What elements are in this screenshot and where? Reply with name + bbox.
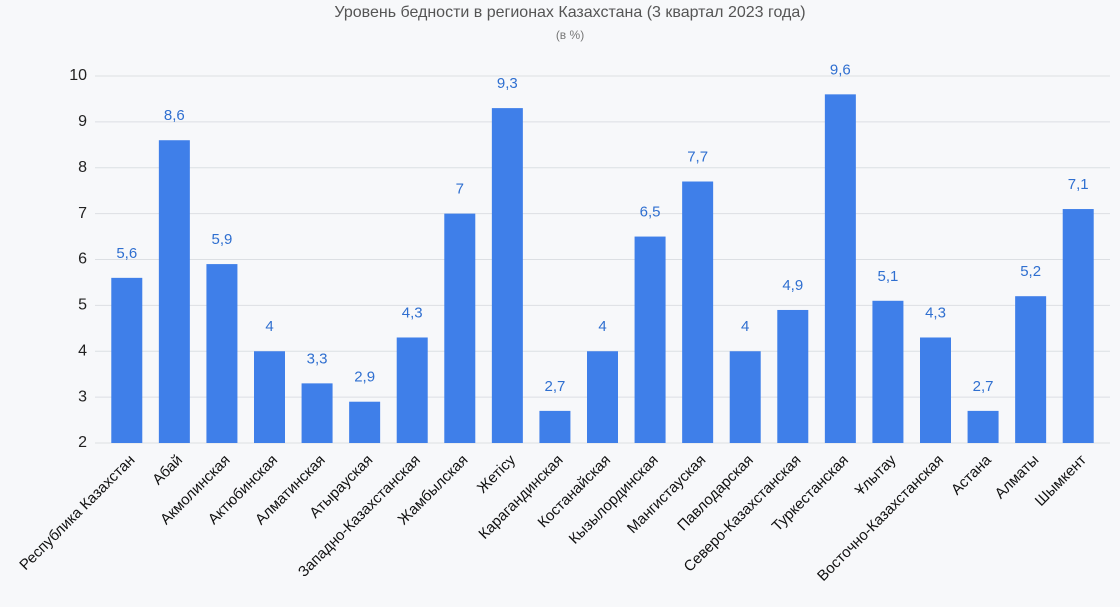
- bar: [254, 351, 285, 443]
- bar: [729, 351, 761, 443]
- bar: [301, 383, 333, 443]
- value-label: 2,7: [973, 378, 994, 395]
- bar: [634, 236, 666, 443]
- value-label: 9,3: [497, 75, 518, 92]
- bar: [824, 94, 856, 443]
- value-label: 5,1: [877, 268, 898, 285]
- value-label: 7,7: [687, 148, 708, 165]
- bar: [1062, 209, 1094, 443]
- bar: [539, 410, 571, 443]
- y-tick-label: 7: [78, 205, 87, 222]
- bar: [158, 140, 190, 443]
- value-label: 6,5: [640, 204, 661, 221]
- bar: [872, 300, 904, 443]
- value-label: 7: [456, 181, 464, 198]
- value-label: 4,3: [402, 304, 423, 321]
- bar: [920, 337, 951, 443]
- value-label: 7,1: [1068, 176, 1089, 193]
- value-label: 4: [598, 318, 606, 335]
- value-label: 8,6: [164, 107, 185, 124]
- bar: [587, 351, 618, 443]
- value-label: 5,6: [116, 245, 137, 262]
- y-tick-label: 4: [78, 342, 87, 359]
- value-label: 4: [265, 318, 273, 335]
- bar: [682, 181, 714, 443]
- bar: [206, 264, 238, 443]
- bar: [967, 410, 999, 443]
- value-label: 9,6: [830, 61, 851, 78]
- y-tick-label: 6: [78, 251, 87, 268]
- bar: [491, 108, 523, 444]
- y-tick-label: 3: [78, 388, 87, 405]
- bar: [1015, 296, 1047, 443]
- y-tick-label: 10: [69, 67, 87, 84]
- chart-subtitle: (в %): [556, 28, 584, 42]
- value-label: 4: [741, 318, 749, 335]
- bar: [349, 401, 381, 443]
- y-tick-label: 2: [78, 434, 87, 451]
- y-tick-label: 8: [78, 159, 87, 176]
- value-label: 5,2: [1020, 263, 1041, 280]
- y-tick-label: 9: [78, 113, 87, 130]
- y-tick-label: 5: [78, 297, 87, 314]
- chart-title: Уровень бедности в регионах Казахстана (…: [334, 4, 805, 21]
- bar: [777, 309, 809, 443]
- value-label: 2,9: [354, 369, 375, 386]
- bar: [396, 337, 428, 443]
- bar: [111, 277, 143, 443]
- bar: [444, 213, 476, 443]
- value-label: 4,3: [925, 304, 946, 321]
- value-label: 4,9: [782, 277, 803, 294]
- value-label: 2,7: [544, 378, 565, 395]
- value-label: 3,3: [307, 350, 328, 367]
- value-label: 5,9: [211, 231, 232, 248]
